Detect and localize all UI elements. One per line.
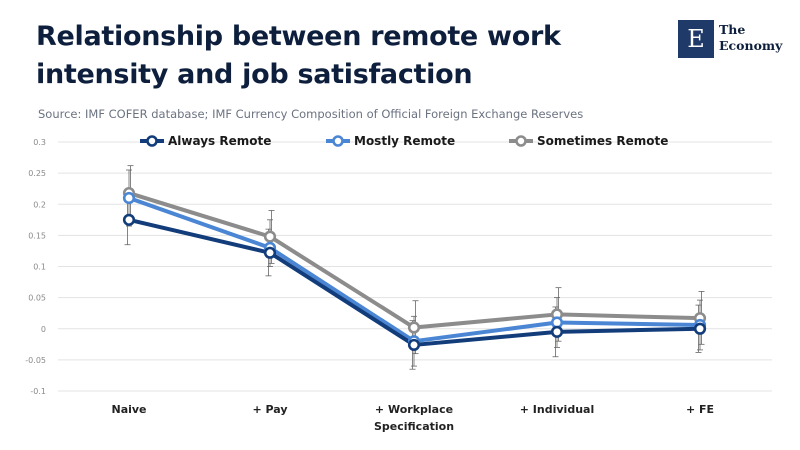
x-tick-label: + Pay: [252, 403, 287, 416]
y-axis: -0.1 -0.05 0 0.05 0.1 0.15 0.2 0.25 0.3: [25, 138, 46, 396]
y-tick-label: 0.25: [28, 169, 46, 178]
series-points: [122, 186, 707, 352]
legend-label: Sometimes Remote: [537, 134, 668, 148]
data-point: [407, 338, 421, 352]
x-tick-label-line: + Individual: [520, 403, 594, 416]
data-point: [693, 322, 707, 335]
legend-marker: [146, 135, 158, 147]
data-point: [407, 321, 421, 334]
x-tick-label: + FE: [686, 403, 714, 416]
y-tick-label: 0.15: [28, 231, 46, 240]
series-line: [127, 191, 702, 330]
source-note: Source: IMF COFER database; IMF Currency…: [38, 107, 584, 121]
data-point: [122, 213, 136, 226]
x-tick-label-line: Specification: [374, 420, 454, 433]
y-tick-label: -0.05: [25, 356, 46, 365]
x-tick-label: + Workplace Specification: [374, 403, 454, 433]
data-point: [263, 230, 277, 243]
x-tick-label-line: Naive: [111, 403, 146, 416]
legend-label: Always Remote: [168, 134, 271, 148]
x-tick-label-line: + Pay: [252, 403, 287, 416]
y-tick-label: 0.05: [28, 294, 46, 303]
data-point: [263, 246, 277, 259]
x-axis: Naive + Pay + Workplace Specification + Indi…: [111, 403, 714, 433]
logo-line-1: The: [719, 22, 746, 37]
y-tick-label: -0.1: [30, 387, 46, 396]
x-tick-label: Naive: [111, 403, 146, 416]
data-point: [122, 191, 136, 205]
logo-line-2: Economy: [719, 38, 783, 53]
y-tick-label: 0: [41, 325, 46, 334]
logo-wordmark: The Economy: [719, 22, 782, 54]
legend-marker: [515, 135, 527, 147]
data-point: [550, 325, 564, 338]
legend-marker: [332, 135, 344, 147]
x-tick-label: + Individual: [520, 403, 594, 416]
y-tick-label: 0.1: [33, 263, 46, 272]
legend-label: Mostly Remote: [354, 134, 455, 148]
x-tick-label-line: + FE: [686, 403, 714, 416]
legend: Always Remote Mostly Remote Sometimes Remo…: [140, 134, 668, 148]
chart-title: Relationship between remote work intensi…: [36, 21, 561, 90]
y-tick-label: 0.3: [33, 138, 46, 147]
logo-mark: E: [678, 20, 714, 58]
x-tick-label-line: + Workplace: [375, 403, 453, 416]
y-tick-label: 0.2: [33, 200, 46, 209]
